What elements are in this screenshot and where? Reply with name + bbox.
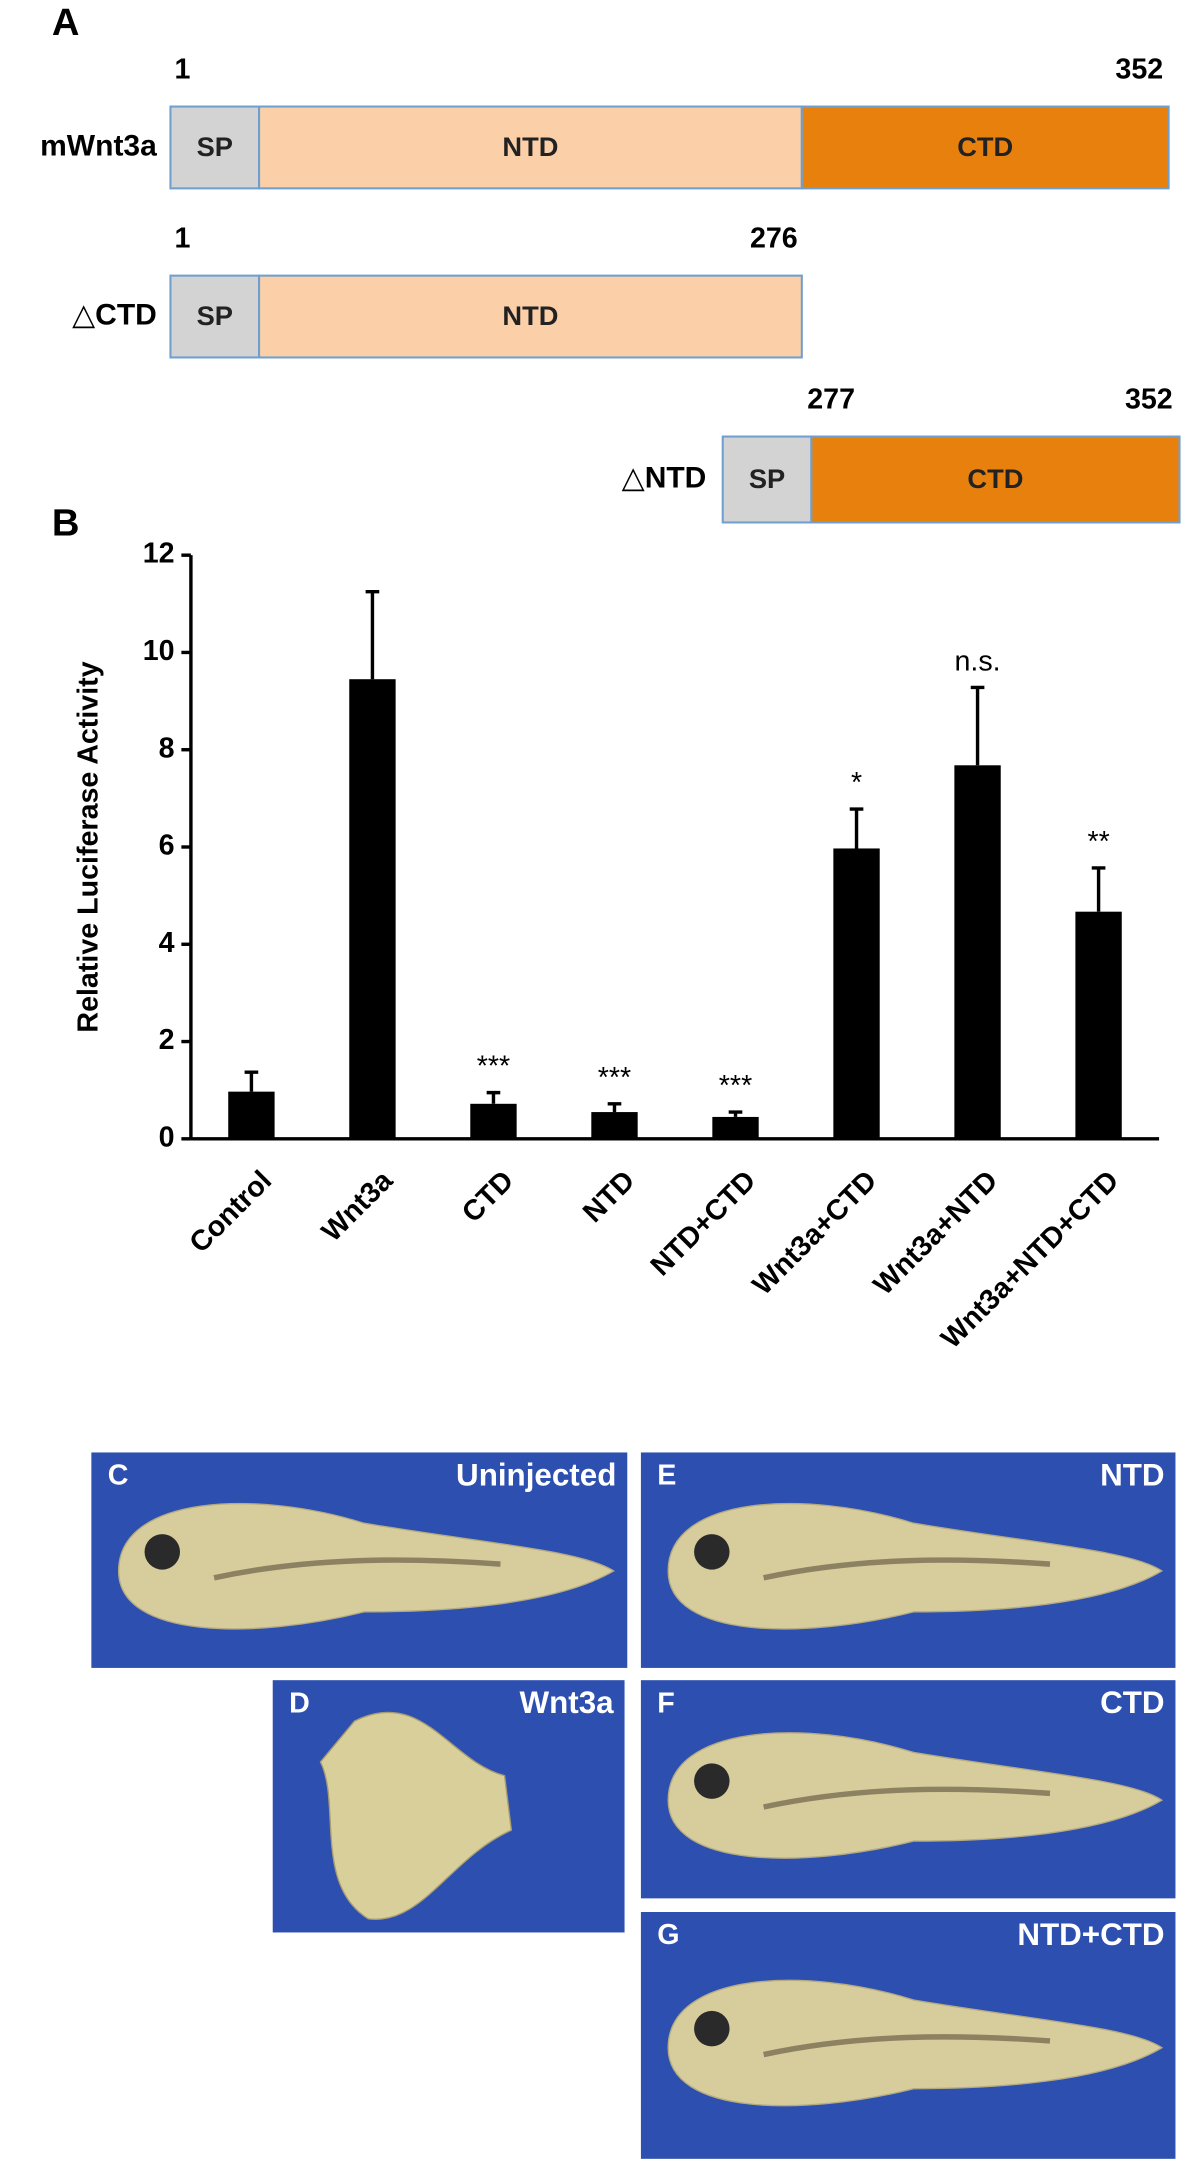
panel-caption: NTD <box>1100 1457 1164 1492</box>
y-tick-label: 8 <box>159 732 175 764</box>
domain-box <box>721 435 813 524</box>
embryo <box>117 1502 615 1630</box>
domain-label: NTD <box>502 131 558 162</box>
construct-name: △CTD <box>72 298 157 331</box>
error-bar <box>728 1110 743 1117</box>
error-bar <box>365 589 380 680</box>
domain-box <box>258 105 803 190</box>
residue-end: 352 <box>1125 384 1173 416</box>
error-bar <box>970 685 985 766</box>
significance: n.s. <box>954 645 1000 677</box>
domain-box <box>810 435 1181 524</box>
embryo-pigment <box>763 1557 1051 1581</box>
error-bar <box>849 807 864 849</box>
x-tick-label: NTD <box>577 1165 641 1229</box>
y-tick-label: 6 <box>159 830 175 862</box>
significance: ** <box>1087 826 1109 858</box>
bar <box>470 1103 517 1139</box>
residue-start: 277 <box>807 384 855 416</box>
panel-letter: E <box>657 1460 676 1492</box>
panel-caption: CTD <box>1100 1685 1164 1720</box>
significance: * <box>851 767 862 799</box>
panel-letter: C <box>108 1460 129 1492</box>
y-tick-label: 12 <box>143 538 175 570</box>
error-bar <box>607 1102 622 1113</box>
panel-letter: F <box>657 1687 675 1719</box>
domain-label: SP <box>749 463 785 494</box>
bar <box>833 848 880 1139</box>
panel-caption: Wnt3a <box>520 1685 615 1720</box>
y-tick-label: 2 <box>159 1024 175 1056</box>
construct-name: △NTD <box>622 461 707 494</box>
embryo-eye <box>144 1534 180 1570</box>
significance: *** <box>598 1062 631 1094</box>
panel-caption: NTD+CTD <box>1017 1917 1164 1952</box>
y-tick-label: 4 <box>159 927 175 959</box>
residue-start: 1 <box>175 54 191 86</box>
x-tick-label: CTD <box>456 1165 520 1229</box>
embryo <box>667 1502 1164 1630</box>
embryo-pigment <box>763 2034 1051 2058</box>
bar <box>1075 911 1122 1139</box>
y-tick-label: 0 <box>159 1121 175 1153</box>
x-tick-label: Wnt3a+CTD <box>746 1165 883 1302</box>
embryo-eye <box>694 1763 730 1799</box>
panel-caption: Uninjected <box>456 1457 616 1492</box>
domain-label: SP <box>197 131 233 162</box>
error-bar <box>486 1090 501 1104</box>
embryo <box>667 1979 1164 2107</box>
construct-name: mWnt3a <box>40 129 157 162</box>
domain-label: CTD <box>957 131 1013 162</box>
x-tick-label: Control <box>183 1165 278 1260</box>
significance: *** <box>477 1051 510 1083</box>
x-tick-label: Wnt3a+NTD <box>867 1165 1004 1302</box>
panel-letter: G <box>657 1919 679 1951</box>
domain-box <box>800 105 1170 190</box>
embryo <box>667 1732 1164 1859</box>
x-tick-label: NTD+CTD <box>645 1165 763 1283</box>
bar <box>712 1116 759 1139</box>
embryo <box>319 1711 513 1920</box>
embryo-pigment <box>763 1786 1051 1810</box>
residue-end: 276 <box>750 223 798 255</box>
bar <box>228 1091 275 1139</box>
x-tick-label: Wnt3a <box>316 1164 400 1248</box>
panel-letter: D <box>289 1687 310 1719</box>
significance: *** <box>719 1070 752 1102</box>
bar <box>954 765 1001 1139</box>
error-bar <box>1091 866 1106 912</box>
embryo-pigment <box>213 1557 501 1581</box>
embryo-eye <box>694 2010 730 2047</box>
domain-box <box>169 105 261 190</box>
embryo-eye <box>694 1534 730 1570</box>
domain-label: SP <box>197 300 233 331</box>
domain-label: NTD <box>502 300 558 331</box>
bar <box>349 679 396 1139</box>
panel-label: B <box>52 501 80 544</box>
panel-label: A <box>52 1 80 44</box>
residue-end: 352 <box>1115 54 1163 86</box>
bar <box>591 1112 638 1139</box>
y-axis-label: Relative Luciferase Activity <box>73 661 105 1032</box>
error-bar <box>244 1070 259 1092</box>
domain-box <box>258 274 803 359</box>
residue-start: 1 <box>175 223 191 255</box>
domain-label: CTD <box>967 463 1023 494</box>
y-tick-label: 10 <box>143 635 175 667</box>
